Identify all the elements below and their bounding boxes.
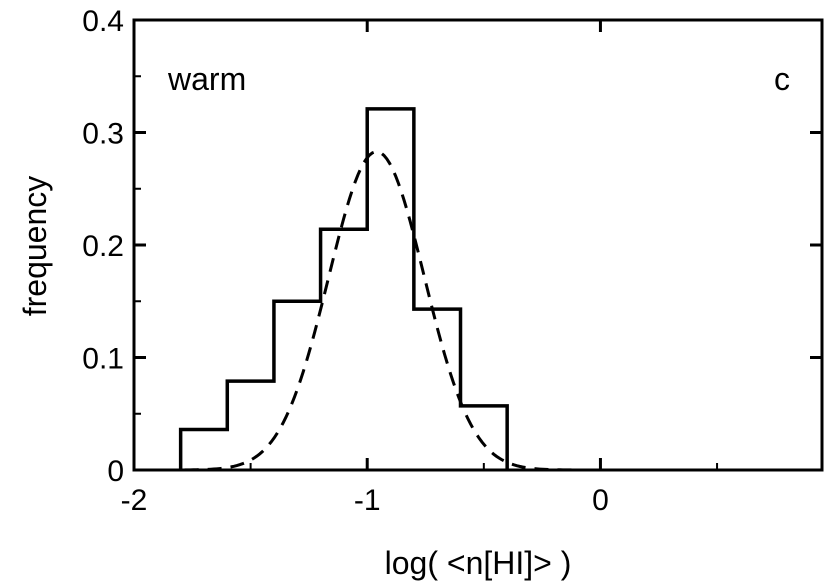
y-tick-label: 0.2	[82, 230, 124, 263]
y-tick-label: 0	[107, 455, 124, 488]
x-tick-label: 0	[592, 484, 609, 517]
annotation-warm: warm	[167, 61, 246, 97]
gaussian-fit-curve	[138, 150, 601, 472]
histogram-bar-2	[274, 301, 321, 470]
y-tick-label: 0.3	[82, 118, 124, 151]
annotation-panel-letter: c	[774, 61, 790, 97]
histogram-step-line	[178, 107, 509, 470]
x-tick-label: -2	[121, 484, 148, 517]
x-tick-label: -1	[354, 484, 381, 517]
histogram-bar-1	[227, 381, 274, 470]
y-tick-label: 0.1	[82, 343, 124, 376]
histogram-bar-0	[181, 430, 228, 471]
y-tick-label: 0.4	[82, 5, 124, 38]
histogram-bars	[181, 109, 508, 470]
x-axis-label: log( <n[HI]> )	[385, 545, 572, 581]
y-axis-label: frequency	[17, 176, 53, 317]
x-axis-ticks: -2 -1 0	[121, 20, 719, 517]
histogram-bar-3	[321, 229, 368, 470]
y-axis-ticks: 0 0.1 0.2 0.3 0.4	[82, 5, 822, 488]
